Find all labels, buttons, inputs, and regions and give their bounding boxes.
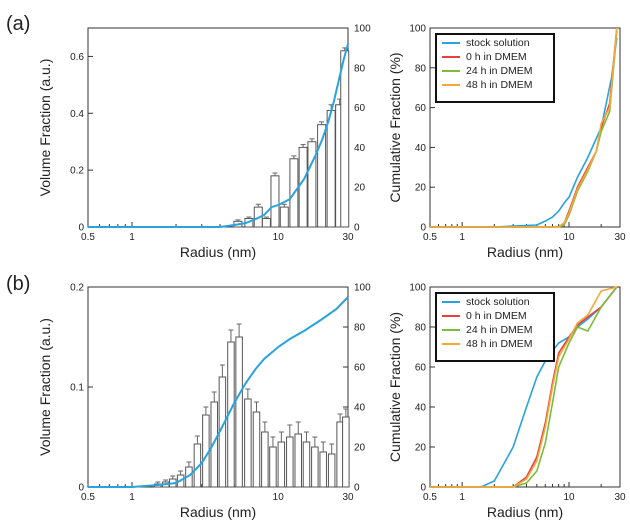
cumulative-curve [88, 43, 349, 228]
histogram-bar [319, 451, 327, 488]
histogram-bar [261, 431, 269, 488]
y2-tick-label: 40 [354, 403, 366, 414]
x-axis-label: Radius (nm) [180, 244, 256, 260]
y2-tick-label: 100 [354, 283, 371, 294]
x-axis-label: Radius (nm) [487, 244, 563, 260]
y2-tick-label: 0 [354, 223, 360, 234]
histogram-bar [277, 441, 286, 488]
legend-entry: stock solution [466, 37, 530, 49]
legend-entry: 24 h in DMEM [466, 324, 533, 336]
y-tick-label: 0 [78, 483, 84, 494]
x-tick-label: 30 [342, 492, 354, 503]
legend-entry: 0 h in DMEM [466, 310, 527, 322]
y-tick-label: 100 [409, 283, 426, 294]
y-tick-label: 0 [420, 223, 426, 234]
y-tick-label: 80 [415, 63, 427, 74]
histogram-bar [298, 146, 308, 228]
y-tick-label: 100 [409, 24, 426, 35]
x-tick-label: 1 [459, 232, 465, 243]
y-tick-label: 20 [415, 443, 427, 454]
y2-tick-label: 100 [354, 24, 371, 35]
legend-entry: stock solution [466, 296, 530, 308]
plot-frame [429, 286, 621, 488]
x-tick-label: 0.5 [423, 232, 437, 243]
legend-entry: 48 h in DMEM [466, 338, 533, 350]
x-tick-label: 1 [459, 492, 465, 503]
histogram-bar [252, 411, 261, 488]
x-tick-label: 0.5 [81, 232, 95, 243]
y-tick-label: 0 [420, 483, 426, 494]
panel-label-a: (a) [6, 13, 30, 35]
x-axis-label: Radius (nm) [180, 504, 256, 520]
y-tick-label: 60 [415, 103, 427, 114]
y-axis-label: Volume Fraction (a.u.) [37, 59, 53, 197]
y-tick-label: 0.2 [70, 283, 84, 294]
y-tick-label: 80 [415, 323, 427, 334]
y-tick-label: 60 [415, 363, 427, 374]
x-axis-label: Radius (nm) [487, 504, 563, 520]
chart-a-cumulative-fraction: 0.5 1 10 30 0 20 40 60 80 100 Radius (nm) Cumulativ… [387, 24, 626, 261]
y-axis-label: Cumulative Fraction (%) [387, 52, 403, 202]
y2-tick-label: 40 [354, 143, 366, 154]
y2-tick-label: 80 [354, 323, 366, 334]
chart-b-cumulative-fraction: 0.5 1 10 30 0 20 40 60 80 100 Radius (nm) Cumulativ… [387, 283, 626, 520]
y2-tick-label: 80 [354, 63, 366, 74]
y-tick-label: 0.4 [70, 109, 84, 120]
y2-tick-label: 0 [354, 483, 360, 494]
legend-box [435, 33, 555, 103]
histogram-bar [307, 141, 317, 228]
x-tick-label: 30 [342, 232, 354, 243]
series-line [430, 286, 617, 488]
x-tick-label: 10 [563, 232, 575, 243]
x-tick-label: 0.5 [81, 492, 95, 503]
x-tick-label: 1 [129, 232, 135, 243]
histogram-bar [244, 398, 252, 488]
x-tick-label: 10 [563, 492, 575, 503]
histogram-bar [302, 441, 311, 488]
x-tick-label: 10 [273, 232, 285, 243]
x-tick-label: 30 [614, 232, 626, 243]
x-tick-label: 0.5 [423, 492, 437, 503]
y-tick-label: 40 [415, 403, 427, 414]
histogram-bar [327, 453, 336, 488]
legend-entry: 24 h in DMEM [466, 65, 533, 77]
y2-tick-label: 20 [354, 183, 366, 194]
legend-entry: 0 h in DMEM [466, 51, 527, 63]
histogram-bar [326, 109, 336, 228]
histogram-bar [279, 206, 289, 228]
histogram-bar [311, 446, 319, 488]
cumulative-curve [88, 296, 349, 488]
histogram-bar [235, 336, 243, 488]
y-axis-label: Cumulative Fraction (%) [387, 312, 403, 462]
y-tick-label: 0.1 [70, 383, 84, 394]
x-tick-label: 10 [273, 492, 285, 503]
histogram-bar [340, 50, 350, 228]
y-axis-label: Volume Fraction (a.u.) [37, 318, 53, 456]
histogram-bar [294, 433, 302, 488]
histogram-bar [269, 446, 277, 488]
y2-tick-label: 20 [354, 443, 366, 454]
histogram-bar [270, 175, 280, 228]
x-tick-label: 30 [614, 492, 626, 503]
histogram-bar [286, 436, 294, 488]
y-tick-label: 0.2 [70, 166, 84, 177]
panel-label-b: (b) [6, 273, 30, 295]
y2-tick-label: 60 [354, 363, 366, 374]
series-line [430, 27, 618, 228]
y-tick-label: 20 [415, 183, 427, 194]
histogram-bar [261, 217, 271, 228]
histogram-bar [342, 416, 350, 488]
legend-box [435, 292, 555, 362]
y2-tick-label: 60 [354, 103, 366, 114]
y-tick-label: 40 [415, 143, 427, 154]
legend-entry: 48 h in DMEM [466, 79, 533, 91]
x-tick-label: 1 [129, 492, 135, 503]
y-tick-label: 0.6 [70, 52, 84, 63]
y-tick-label: 0 [78, 223, 84, 234]
